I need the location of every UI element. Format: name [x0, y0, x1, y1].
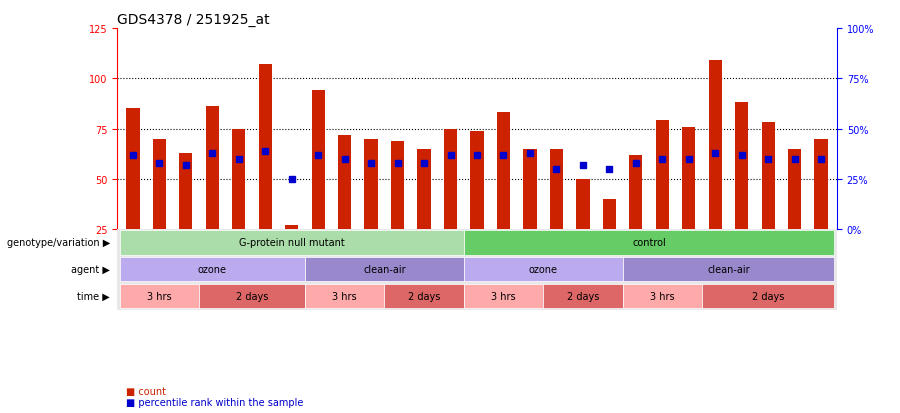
- FancyBboxPatch shape: [702, 284, 834, 309]
- Text: 3 hrs: 3 hrs: [147, 292, 172, 301]
- Text: clean-air: clean-air: [707, 265, 750, 275]
- Text: ozone: ozone: [528, 265, 558, 275]
- Bar: [788, 149, 801, 230]
- FancyBboxPatch shape: [464, 284, 544, 309]
- Text: 3 hrs: 3 hrs: [332, 292, 357, 301]
- Text: control: control: [632, 238, 666, 248]
- Text: 2 days: 2 days: [236, 292, 268, 301]
- Text: ■ percentile rank within the sample: ■ percentile rank within the sample: [126, 397, 303, 407]
- Bar: [285, 225, 298, 230]
- Bar: [814, 139, 828, 230]
- Text: 3 hrs: 3 hrs: [491, 292, 516, 301]
- Bar: [603, 199, 616, 230]
- Bar: [761, 123, 775, 230]
- FancyBboxPatch shape: [120, 284, 199, 309]
- Text: G-protein null mutant: G-protein null mutant: [238, 238, 345, 248]
- FancyBboxPatch shape: [120, 231, 464, 255]
- FancyBboxPatch shape: [464, 258, 623, 282]
- Text: 2 days: 2 days: [408, 292, 440, 301]
- FancyBboxPatch shape: [199, 284, 305, 309]
- Text: genotype/variation ▶: genotype/variation ▶: [6, 238, 110, 248]
- Bar: [629, 155, 643, 230]
- Text: clean-air: clean-air: [363, 265, 406, 275]
- Bar: [708, 61, 722, 230]
- FancyBboxPatch shape: [623, 284, 702, 309]
- FancyBboxPatch shape: [544, 284, 623, 309]
- Bar: [179, 153, 193, 230]
- FancyBboxPatch shape: [305, 258, 464, 282]
- FancyBboxPatch shape: [464, 231, 834, 255]
- Text: ozone: ozone: [198, 265, 227, 275]
- Bar: [391, 141, 404, 230]
- Bar: [364, 139, 378, 230]
- Text: ■ count: ■ count: [126, 387, 166, 396]
- Bar: [258, 65, 272, 230]
- Bar: [232, 129, 246, 230]
- FancyBboxPatch shape: [305, 284, 384, 309]
- FancyBboxPatch shape: [384, 284, 464, 309]
- Bar: [656, 121, 669, 230]
- Bar: [550, 149, 563, 230]
- Text: agent ▶: agent ▶: [71, 265, 110, 275]
- FancyBboxPatch shape: [120, 258, 305, 282]
- Bar: [444, 129, 457, 230]
- Text: 2 days: 2 days: [567, 292, 599, 301]
- Bar: [311, 91, 325, 230]
- Bar: [735, 103, 748, 230]
- Bar: [126, 109, 140, 230]
- Bar: [418, 149, 431, 230]
- Bar: [153, 139, 166, 230]
- Bar: [523, 149, 536, 230]
- Text: 3 hrs: 3 hrs: [650, 292, 675, 301]
- Bar: [497, 113, 510, 230]
- FancyBboxPatch shape: [623, 258, 834, 282]
- Text: 2 days: 2 days: [752, 292, 785, 301]
- Bar: [471, 131, 483, 230]
- Bar: [206, 107, 219, 230]
- Text: GDS4378 / 251925_at: GDS4378 / 251925_at: [117, 12, 270, 26]
- Bar: [576, 179, 590, 230]
- Text: time ▶: time ▶: [77, 292, 110, 301]
- Bar: [338, 135, 351, 230]
- Bar: [682, 127, 696, 230]
